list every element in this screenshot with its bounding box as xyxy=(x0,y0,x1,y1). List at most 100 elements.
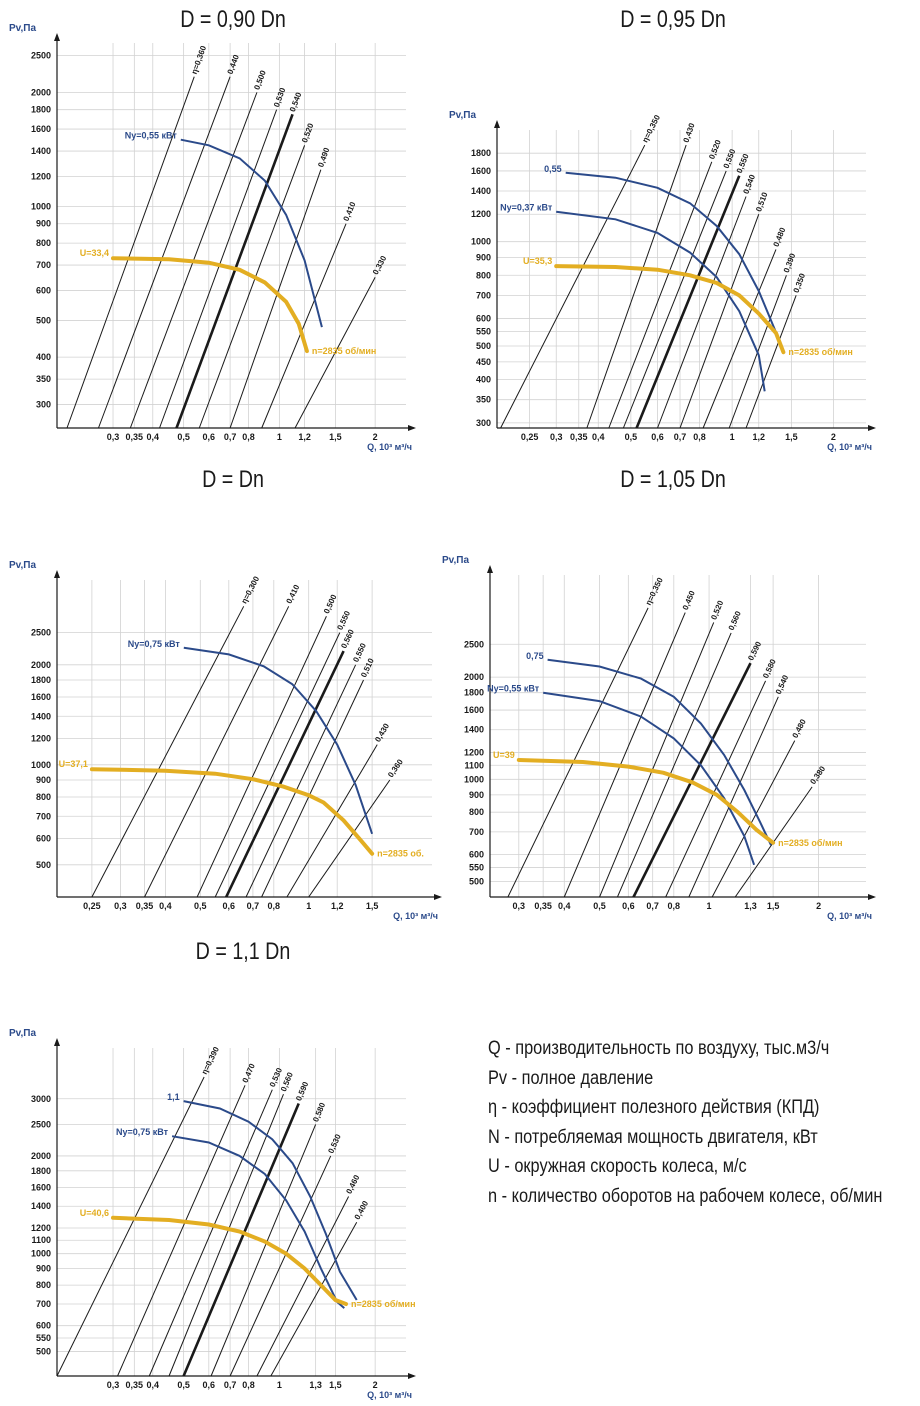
x-tick-label: 0,8 xyxy=(242,432,255,442)
efficiency-line xyxy=(182,1103,300,1377)
chart-title-4: D = 1,05 Dn xyxy=(620,466,726,493)
legend: Q - производительность по воздуху, тыс.м… xyxy=(488,1038,918,1215)
y-axis-arrow xyxy=(54,33,60,41)
chart-4: 0,3 0,35 0,4 0,5 0,6 0,7 0,8 1 1,3 1,5 25005506007… xyxy=(442,555,876,921)
x-tick-label: 1,3 xyxy=(744,901,757,911)
y-tick-label: 800 xyxy=(36,1280,51,1290)
power-curve xyxy=(171,1135,345,1309)
efficiency-line xyxy=(688,696,779,898)
x-axis-label: Q, 10³ м³/ч xyxy=(393,911,438,921)
efficiency-label: 0,430 xyxy=(373,721,391,743)
efficiency-line xyxy=(270,1221,358,1377)
efficiency-label: 0,520 xyxy=(300,122,316,144)
y-tick-label: 500 xyxy=(36,315,51,325)
efficiency-label: 0,550 xyxy=(722,147,738,169)
y-tick-label: 1400 xyxy=(464,725,484,735)
y-axis-arrow xyxy=(54,570,60,578)
speed-label-end: n=2835 об/мин xyxy=(788,347,852,357)
y-tick-label: 400 xyxy=(476,375,491,385)
efficiency-line xyxy=(702,249,777,429)
y-axis-label: Pv,Па xyxy=(9,23,36,34)
x-tick-label: 0,4 xyxy=(558,901,571,911)
efficiency-label: 0,560 xyxy=(727,609,743,631)
efficiency-label: 0,500 xyxy=(322,593,339,615)
x-tick-label: 0,4 xyxy=(147,1380,160,1390)
efficiency-line xyxy=(608,161,713,429)
efficiency-label: η=0,390 xyxy=(200,1045,221,1076)
x-tick-label: 0,35 xyxy=(534,901,552,911)
x-tick-label: 0,3 xyxy=(107,1380,120,1390)
y-axis-label: Pv,Па xyxy=(442,555,469,566)
speed-label-start: U=35,3 xyxy=(523,256,552,266)
x-axis-arrow xyxy=(434,894,442,900)
power-label: 1,1 xyxy=(167,1092,180,1102)
y-tick-label: 1600 xyxy=(31,1182,51,1192)
legend-n-rpm: n - количество оборотов на рабочем колес… xyxy=(488,1185,883,1207)
y-tick-label: 800 xyxy=(476,270,491,280)
x-tick-label: 0,4 xyxy=(159,901,172,911)
y-tick-label: 1800 xyxy=(31,1166,51,1176)
efficiency-line xyxy=(711,740,796,898)
efficiency-label: 0,450 xyxy=(681,589,697,611)
x-tick-label: 1,5 xyxy=(329,1380,342,1390)
efficiency-line xyxy=(261,223,347,429)
speed-label-end: n=2835 об. xyxy=(377,849,424,859)
x-tick-label: 1,5 xyxy=(329,432,342,442)
y-tick-label: 1400 xyxy=(31,146,51,156)
y-tick-label: 500 xyxy=(36,860,51,870)
efficiency-line xyxy=(196,616,327,898)
y-tick-label: 2000 xyxy=(31,87,51,97)
y-tick-label: 700 xyxy=(36,260,51,270)
y-tick-label: 1000 xyxy=(31,201,51,211)
efficiency-line xyxy=(308,779,391,898)
speed-label-end: n=2835 об/мин xyxy=(778,838,842,848)
efficiency-label: 0,480 xyxy=(791,717,809,739)
efficiency-line xyxy=(198,145,306,429)
efficiency-line xyxy=(586,144,687,429)
x-tick-label: 0,5 xyxy=(194,901,207,911)
efficiency-line xyxy=(507,607,649,898)
efficiency-label: 0,530 xyxy=(272,86,288,108)
power-label: Ny=0,75 кВт xyxy=(128,639,181,649)
efficiency-label: 0,480 xyxy=(771,226,787,248)
y-tick-label: 350 xyxy=(36,374,51,384)
x-tick-label: 1 xyxy=(707,901,712,911)
efficiency-line xyxy=(599,622,715,898)
power-label: Ny=0,55 кВт xyxy=(487,684,540,694)
efficiency-label: 0,500 xyxy=(252,69,268,91)
chart-2: 0,25 0,3 0,35 0,4 0,5 0,6 0,7 0,8 1 1,2 1,5 2 300 350… xyxy=(449,110,876,452)
efficiency-line xyxy=(657,196,747,429)
efficiency-line xyxy=(294,277,376,429)
y-tick-label: 1400 xyxy=(31,711,51,721)
power-curve xyxy=(547,658,772,846)
efficiency-line xyxy=(168,1093,284,1377)
y-tick-label: 600 xyxy=(36,285,51,295)
efficiency-label: 0,390 xyxy=(782,252,798,274)
efficiency-label: 0,530 xyxy=(326,1132,343,1154)
y-tick-label: 1000 xyxy=(471,237,491,247)
y-tick-label: 1800 xyxy=(31,105,51,115)
x-axis-label: Q, 10³ м³/ч xyxy=(827,911,872,921)
efficiency-line xyxy=(635,175,741,429)
y-tick-label: 1000 xyxy=(31,1249,51,1259)
y-tick-label: 1600 xyxy=(464,705,484,715)
y-tick-label: 300 xyxy=(36,399,51,409)
y-tick-label: 1800 xyxy=(464,688,484,698)
efficiency-line xyxy=(225,650,345,898)
y-tick-label: 600 xyxy=(36,1321,51,1331)
y-tick-label: 1200 xyxy=(31,734,51,744)
x-axis-label: Q, 10³ м³/ч xyxy=(367,442,412,452)
efficiency-line xyxy=(144,606,290,898)
x-tick-label: 0,8 xyxy=(242,1380,255,1390)
x-tick-label: 1,2 xyxy=(331,901,344,911)
y-tick-label: 900 xyxy=(36,775,51,785)
y-tick-label: 2500 xyxy=(31,628,51,638)
x-tick-label: 0,25 xyxy=(521,432,539,442)
x-tick-label: 0,8 xyxy=(668,901,681,911)
x-tick-label: 0,5 xyxy=(625,432,638,442)
speed-curve xyxy=(111,256,309,354)
y-tick-label: 1200 xyxy=(471,209,491,219)
y-tick-label: 500 xyxy=(36,1346,51,1356)
power-curve xyxy=(183,1100,358,1301)
x-tick-label: 1,2 xyxy=(298,432,311,442)
